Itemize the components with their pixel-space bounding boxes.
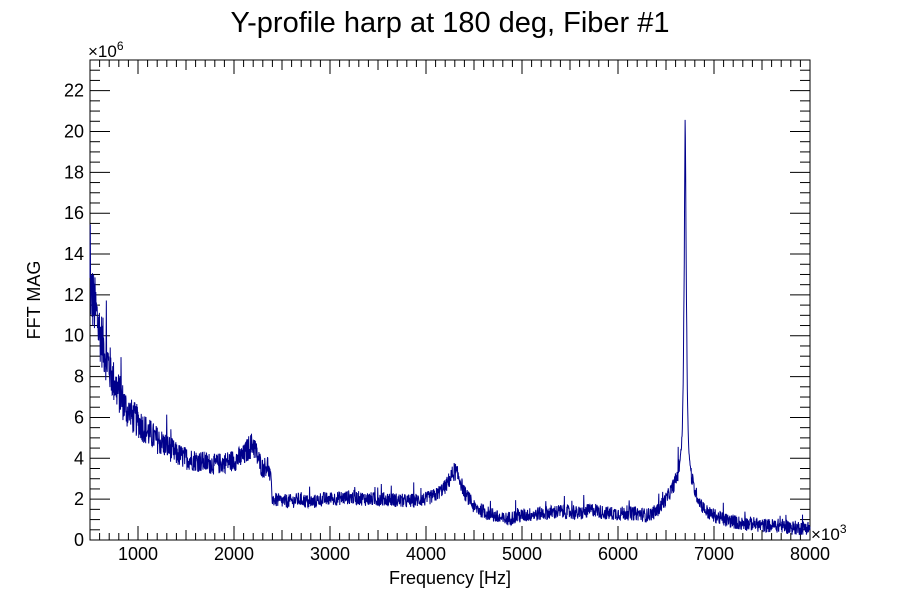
- y-tick-label: 12: [64, 285, 84, 305]
- y-tick-label: 8: [74, 367, 84, 387]
- y-tick-label: 4: [74, 448, 84, 468]
- x-tick-label: 1000: [118, 544, 158, 564]
- plot-area: [89, 59, 811, 541]
- x-tick-label: 4000: [406, 544, 446, 564]
- y-multiplier-exponent: 6: [117, 39, 124, 53]
- y-tick-label: 18: [64, 162, 84, 182]
- x-axis-title: Frequency [Hz]: [389, 568, 511, 588]
- y-axis-title: FFT MAG: [24, 261, 44, 340]
- y-tick-label: 0: [74, 530, 84, 550]
- y-tick-label: 16: [64, 203, 84, 223]
- chart-title: Y-profile harp at 180 deg, Fiber #1: [230, 7, 669, 39]
- y-tick-label: 2: [74, 489, 84, 509]
- series-line: [89, 119, 811, 536]
- x-tick-labels: 1000 2000 3000 4000 5000 6000 7000 8000: [118, 544, 830, 564]
- y-axis-ticks: [90, 59, 810, 541]
- y-tick-labels: 0 2 4 6 8 10 12 14 16 18 20 22: [64, 81, 84, 550]
- x-axis-multiplier: ×103: [811, 522, 847, 544]
- y-axis-multiplier: ×106: [88, 39, 124, 61]
- x-tick-label: 2000: [214, 544, 254, 564]
- y-tick-label: 14: [64, 244, 84, 264]
- x-tick-label: 5000: [502, 544, 542, 564]
- x-axis-ticks: [89, 60, 811, 540]
- x-tick-label: 7000: [694, 544, 734, 564]
- x-multiplier-base: ×10: [811, 525, 840, 544]
- x-tick-label: 3000: [310, 544, 350, 564]
- y-tick-label: 10: [64, 326, 84, 346]
- x-tick-label: 6000: [598, 544, 638, 564]
- y-tick-label: 6: [74, 407, 84, 427]
- y-tick-label: 20: [64, 121, 84, 141]
- x-tick-label: 8000: [790, 544, 830, 564]
- x-multiplier-exponent: 3: [840, 522, 847, 536]
- y-tick-label: 22: [64, 81, 84, 101]
- y-multiplier-base: ×10: [88, 42, 117, 61]
